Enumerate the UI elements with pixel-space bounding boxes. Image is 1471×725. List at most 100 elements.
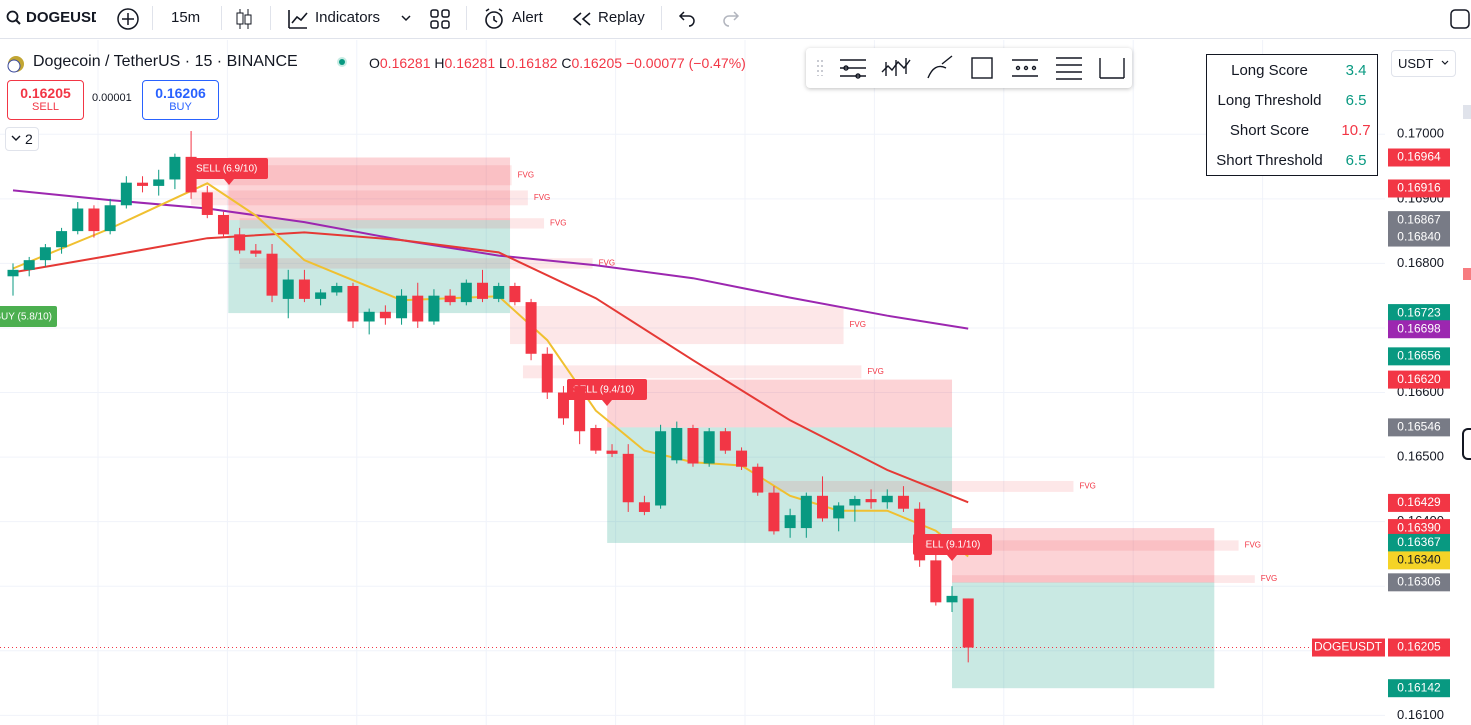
signal-pointer [224, 179, 234, 185]
alert[interactable]: Alert [512, 9, 543, 26]
candle-body [428, 295, 440, 322]
fvg-label: FVG [550, 218, 566, 227]
interval[interactable]: 15m [171, 9, 201, 26]
currency-select[interactable]: USDT [1391, 50, 1456, 77]
score-value: 3.4 [1345, 62, 1367, 79]
layouts[interactable] [429, 8, 451, 30]
replay-icon[interactable] [571, 11, 593, 27]
panel-handle[interactable] [1462, 428, 1471, 460]
candle-body [606, 450, 618, 454]
sell-label: SELL [32, 101, 59, 113]
scroll-marker [1463, 105, 1471, 119]
buy-button[interactable]: 0.16206 BUY [142, 80, 219, 120]
fvg-label: FVG [1261, 574, 1277, 583]
fvg-label: FVG [534, 193, 550, 202]
price-tag-text: 0.16723 [1397, 305, 1441, 319]
fvg-box [952, 575, 1255, 583]
drawing-tools[interactable] [806, 48, 1132, 88]
chevron [11, 135, 21, 141]
candle-body [525, 302, 537, 354]
symbol-tag [1312, 638, 1385, 657]
indicators-icon[interactable] [286, 7, 310, 31]
sell-price: 0.16205 [20, 85, 71, 101]
legend-title: Dogecoin / TetherUS · 15 · BINANCE [33, 53, 298, 70]
candle-body [768, 492, 780, 532]
moving-average [12, 189, 969, 330]
candle-body [88, 208, 100, 232]
candle-body [817, 495, 828, 519]
candle-body [687, 428, 699, 464]
trade-zone [952, 582, 1215, 689]
candle-body [347, 285, 359, 322]
fvg-box [191, 165, 512, 186]
chart-type[interactable] [234, 7, 254, 31]
candle-body [703, 431, 715, 464]
price-tag-text: 0.16205 [1397, 640, 1441, 654]
ohlc: O0.16281 H0.16281 L0.16182 C0.16205 −0.0… [369, 55, 746, 71]
price-tag [1388, 638, 1450, 657]
market-status [337, 57, 347, 67]
ohlc-key: H [434, 55, 445, 71]
candle-body [72, 208, 84, 232]
price-tag-text: 0.16306 [1397, 574, 1441, 588]
indicator-toggle[interactable]: 2 [5, 127, 39, 151]
alert-icon[interactable] [482, 7, 506, 31]
search-icon[interactable] [6, 10, 22, 26]
price-tag-text: 0.16840 [1397, 230, 1441, 244]
redo[interactable] [721, 9, 741, 27]
moving-average [12, 231, 969, 504]
price-tag [1388, 551, 1450, 570]
y-tick-label: 0.16500 [1397, 449, 1444, 464]
signal-pointer [947, 555, 957, 561]
toolbar: DOGEUSD 15m Indicators Alert Replay [0, 0, 1471, 39]
undo[interactable] [677, 9, 697, 27]
candle-body [784, 515, 796, 529]
candle-body [897, 495, 909, 509]
y-tick-label: 0.17000 [1397, 126, 1444, 141]
fvg-box [952, 540, 1239, 551]
candle-body [865, 499, 877, 503]
chevron[interactable] [400, 12, 412, 24]
change: −0.00077 (−0.47%) [625, 55, 746, 71]
ohlc-value: 0.16205 [571, 55, 623, 71]
price-tag [1388, 320, 1450, 339]
candle-body [736, 450, 748, 467]
candle-body [7, 269, 19, 277]
candle-body [120, 182, 132, 206]
replay[interactable]: Replay [598, 9, 645, 26]
candle-body [590, 428, 602, 451]
price-tag-text: 0.16546 [1397, 420, 1441, 434]
symbol[interactable]: DOGEUSD [26, 9, 96, 26]
ohlc-value: 0.16281 [379, 55, 431, 71]
price-tag [1388, 228, 1450, 247]
price-tag-text: 0.16656 [1397, 349, 1441, 363]
signal-label: SELL (6.9/10) [190, 158, 268, 185]
candle-body [185, 156, 197, 193]
candle-body [217, 214, 229, 235]
candle-body [622, 453, 634, 503]
indicators[interactable]: Indicators [315, 9, 381, 26]
price-tag-text: 0.16340 [1397, 553, 1441, 567]
candle-body [962, 598, 974, 648]
scroll-marker [1463, 268, 1471, 280]
fullscreen[interactable] [1449, 8, 1471, 30]
price-tag-text: 0.16429 [1397, 495, 1441, 509]
signal-text: BUY (5.8/10) [0, 312, 52, 323]
candle-body [379, 311, 391, 319]
add-symbol[interactable] [116, 7, 140, 31]
price-tag [1388, 304, 1450, 323]
candle-body [331, 285, 343, 293]
fvg-box [757, 480, 1074, 492]
ohlc-key: L [499, 55, 507, 71]
sell-button[interactable]: 0.16205 SELL [7, 80, 84, 120]
signal-text: SELL (9.4/10) [573, 385, 634, 396]
candle-body [250, 250, 262, 254]
score-value: 6.5 [1345, 92, 1367, 109]
candle-body [104, 205, 116, 232]
candle-body [234, 234, 246, 251]
candle-body [39, 247, 51, 261]
score-label: Long Score [1231, 62, 1308, 79]
trade-zone [228, 157, 511, 221]
price-tag [1388, 418, 1450, 437]
price-tag [1388, 179, 1450, 198]
